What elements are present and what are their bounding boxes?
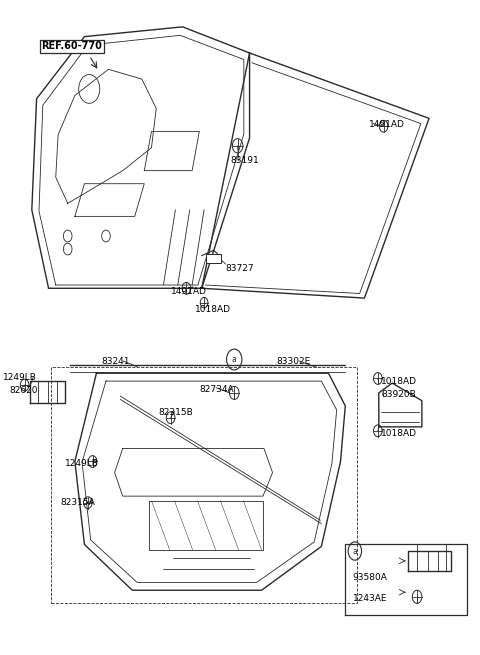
Text: 82620: 82620 [9, 386, 38, 396]
Text: 83241: 83241 [101, 357, 130, 366]
Text: 1243AE: 1243AE [352, 594, 387, 603]
Text: 83302E: 83302E [276, 357, 310, 366]
Text: 83191: 83191 [230, 157, 259, 165]
Text: 82315A: 82315A [60, 498, 95, 507]
Text: 83920B: 83920B [381, 390, 416, 399]
Text: 1018AD: 1018AD [381, 429, 417, 438]
Text: 1018AD: 1018AD [381, 377, 417, 386]
Text: 1491AD: 1491AD [369, 121, 405, 130]
Text: 1018AD: 1018AD [194, 305, 230, 314]
Text: 82315B: 82315B [158, 408, 193, 417]
Text: 93580A: 93580A [352, 572, 387, 582]
Text: 82734A: 82734A [199, 385, 234, 394]
Text: 1491AD: 1491AD [170, 287, 206, 296]
Text: 1249LB: 1249LB [3, 373, 37, 383]
Text: a: a [352, 546, 357, 555]
Text: a: a [232, 355, 237, 364]
Text: 83727: 83727 [226, 264, 254, 273]
Text: 1249LB: 1249LB [65, 459, 99, 468]
Text: REF.60-770: REF.60-770 [41, 41, 102, 52]
Bar [206, 254, 221, 263]
